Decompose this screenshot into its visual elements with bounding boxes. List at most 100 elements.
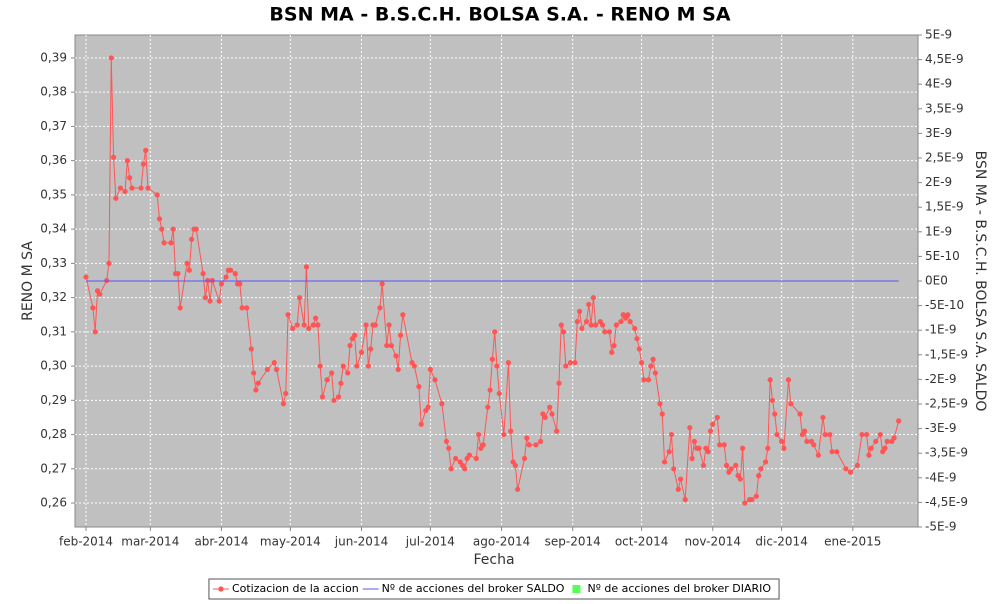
data-point <box>549 411 555 417</box>
y2-tick-label: 4E-9 <box>925 77 952 91</box>
legend-item: Nº de acciones del broker DIARIO <box>572 582 771 595</box>
data-point <box>280 401 287 407</box>
data-point <box>237 281 243 287</box>
data-point <box>877 431 883 438</box>
legend-item: Nº de acciones del broker SALDO <box>362 582 565 595</box>
x-tick-label: dic-2014 <box>755 535 807 549</box>
data-point <box>758 466 764 472</box>
data-point <box>418 421 424 427</box>
data-point <box>811 442 817 448</box>
data-point <box>475 431 482 438</box>
data-point <box>145 185 151 191</box>
data-point <box>290 325 296 332</box>
data-point <box>599 322 606 328</box>
y2-tick-label: 2,5E-9 <box>925 151 964 165</box>
y-tick-label: 0,38 <box>40 85 67 99</box>
data-point <box>365 363 371 369</box>
y-tick-label: 0,28 <box>40 427 67 441</box>
legend: Cotizacion de la accion Nº de acciones de… <box>208 578 780 600</box>
data-point <box>820 414 826 421</box>
y-tick-label: 0,31 <box>40 324 67 338</box>
data-point <box>329 370 335 376</box>
data-point <box>377 305 383 311</box>
data-point <box>271 360 277 366</box>
y-tick-label: 0,27 <box>40 461 67 475</box>
data-point <box>873 438 879 445</box>
data-point <box>439 401 445 407</box>
data-point <box>834 449 840 455</box>
y2-tick-label: -3E-9 <box>925 421 957 435</box>
legend-label: Nº de acciones del broker DIARIO <box>587 582 771 595</box>
data-point <box>216 298 222 304</box>
data-point <box>501 431 507 438</box>
y-tick-label: 0,26 <box>40 496 67 510</box>
data-point <box>129 185 135 191</box>
x-tick-label: oct-2014 <box>615 535 669 549</box>
data-point <box>700 462 707 468</box>
data-point <box>443 438 450 445</box>
data-point <box>689 455 695 462</box>
data-point <box>205 277 211 284</box>
data-point <box>882 445 888 451</box>
y2-tick-label: -2,5E-9 <box>925 397 968 411</box>
data-point <box>602 329 608 335</box>
data-point <box>386 322 392 328</box>
data-point <box>358 349 365 355</box>
data-point <box>393 353 399 359</box>
data-point <box>847 469 854 475</box>
data-point <box>583 318 590 325</box>
data-point <box>177 305 183 311</box>
data-point <box>558 322 564 328</box>
data-point <box>154 192 160 198</box>
data-point <box>753 493 759 499</box>
data-point <box>354 363 360 369</box>
data-point <box>728 466 734 472</box>
y2-tick-label: -2E-9 <box>925 372 957 386</box>
data-point <box>251 370 257 376</box>
data-point <box>83 274 89 280</box>
data-point <box>186 267 192 273</box>
data-point <box>641 377 647 383</box>
data-point <box>854 462 860 468</box>
data-point <box>554 428 560 434</box>
x-tick-label: mar-2014 <box>121 535 179 549</box>
data-point <box>762 459 769 465</box>
data-point <box>294 322 300 328</box>
data-point <box>306 325 312 332</box>
data-point <box>572 360 578 366</box>
data-point <box>547 404 553 410</box>
data-point <box>335 394 342 400</box>
data-point <box>705 449 711 455</box>
data-point <box>648 363 654 369</box>
data-point <box>714 414 720 421</box>
data-point <box>340 363 346 369</box>
legend-label: Nº de acciones del broker SALDO <box>382 582 565 595</box>
data-point <box>264 366 270 373</box>
data-point <box>189 236 195 243</box>
data-point <box>638 360 645 366</box>
data-point <box>301 322 307 328</box>
data-point <box>400 312 406 318</box>
data-point <box>710 421 716 427</box>
y2-tick-label: -4,5E-9 <box>925 495 968 509</box>
data-point <box>448 466 454 472</box>
data-point <box>92 329 98 335</box>
data-point <box>723 462 730 468</box>
data-point <box>395 366 401 373</box>
data-point <box>804 438 810 445</box>
data-point <box>671 466 677 472</box>
data-point <box>632 325 638 332</box>
y2-tick-label: 2E-9 <box>925 175 952 189</box>
data-point <box>168 240 174 246</box>
data-point <box>574 318 580 325</box>
x-tick-label: sep-2014 <box>545 535 601 549</box>
legend-label: Cotizacion de la accion <box>232 582 359 595</box>
data-point <box>627 318 633 325</box>
data-point <box>285 312 291 318</box>
y2-axis-label: BSN MA - B.S.C.H. BOLSA S.A. SALDO <box>972 151 988 412</box>
data-point <box>352 332 358 338</box>
data-point <box>613 322 619 328</box>
data-point <box>749 497 755 503</box>
y-tick-label: 0,32 <box>40 290 67 304</box>
y2-tick-label: -1E-9 <box>925 323 957 337</box>
